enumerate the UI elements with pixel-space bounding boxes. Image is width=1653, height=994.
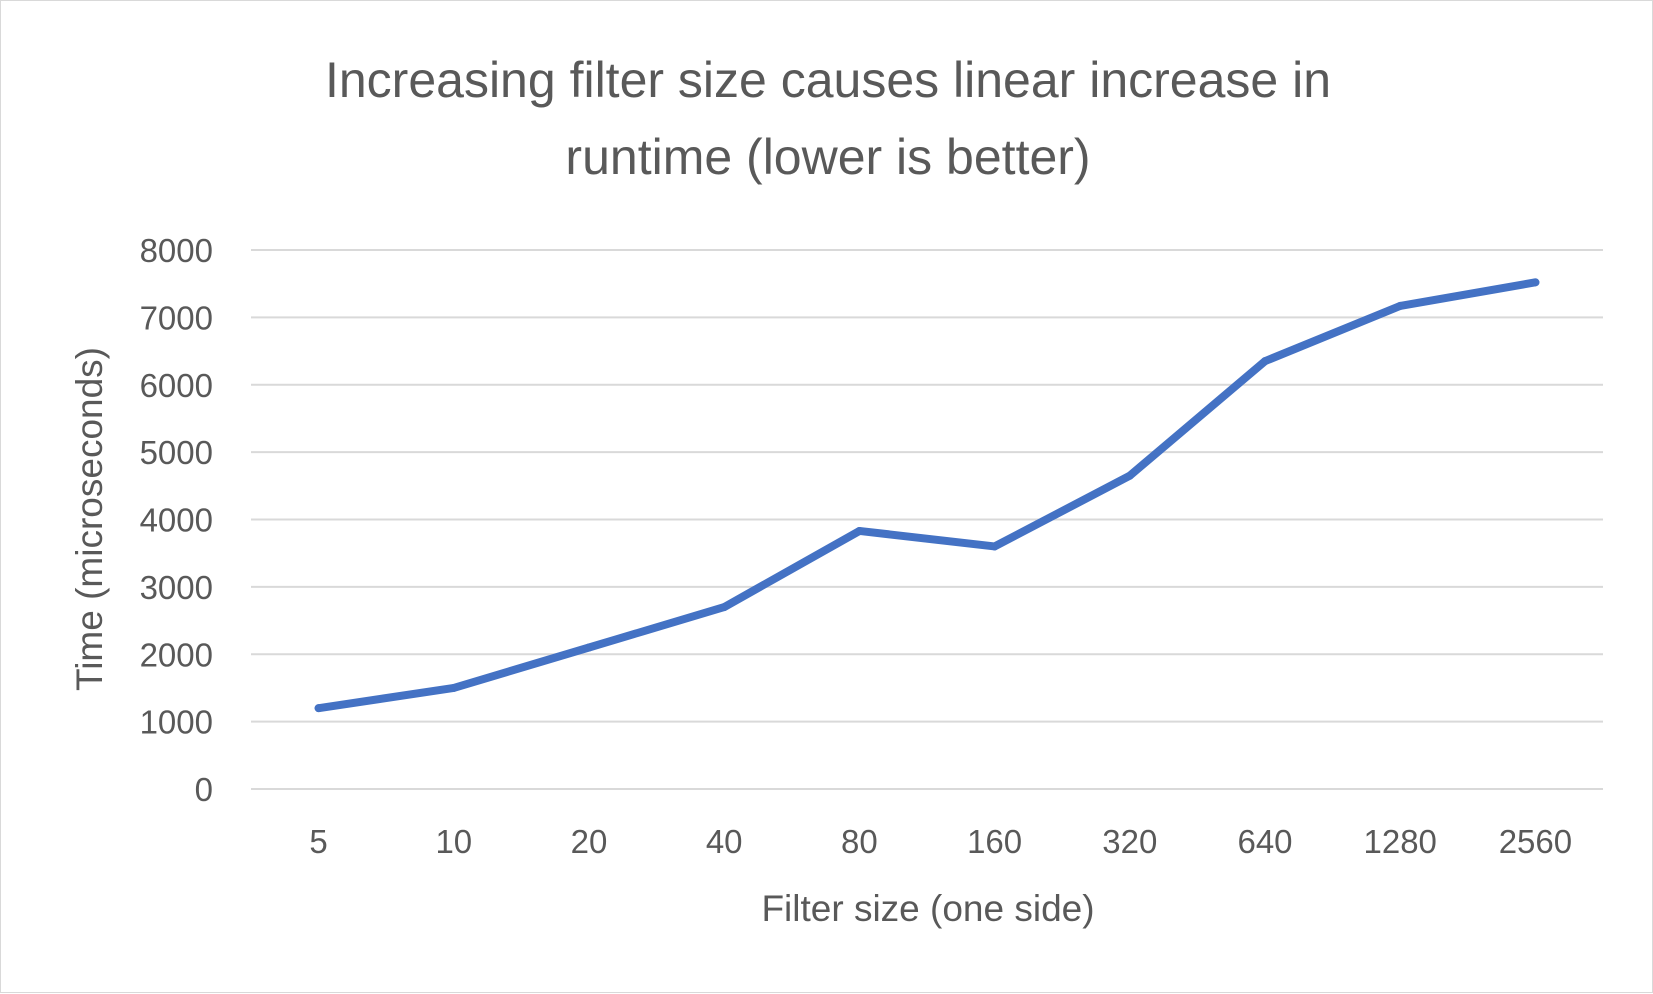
x-tick-label: 160 [967, 823, 1022, 860]
gridlines [251, 249, 1603, 790]
y-tick-label: 3000 [140, 569, 213, 606]
y-axis-tick-labels: 0 1000 2000 3000 4000 5000 6000 7000 8000 [140, 232, 213, 808]
y-tick-label: 5000 [140, 434, 213, 471]
chart-title-line-2: runtime (lower is better) [565, 129, 1090, 185]
data-point [449, 683, 458, 692]
series-lines [314, 278, 1540, 713]
x-tick-label: 1280 [1363, 823, 1436, 860]
y-tick-label: 8000 [140, 232, 213, 269]
data-point [1261, 357, 1269, 366]
data-point [990, 542, 999, 551]
data-point [855, 526, 864, 535]
series-line [314, 278, 1540, 713]
x-tick-label: 320 [1102, 823, 1157, 860]
x-tick-label: 640 [1237, 823, 1292, 860]
x-axis-title: Filter size (one side) [761, 888, 1094, 929]
x-axis-tick-labels: 5 10 20 40 80 160 320 640 1280 2560 [309, 823, 1572, 860]
y-axis-title: Time (microseconds) [69, 347, 110, 691]
x-tick-label: 10 [435, 823, 472, 860]
data-point [720, 603, 729, 612]
x-tick-label: 2560 [1499, 823, 1572, 860]
x-tick-label: 20 [571, 823, 608, 860]
data-point [314, 704, 323, 713]
data-point [1396, 301, 1405, 310]
x-tick-label: 40 [706, 823, 743, 860]
data-point [585, 643, 593, 652]
data-point [1531, 278, 1540, 287]
data-point [1125, 471, 1134, 480]
y-tick-label: 6000 [140, 367, 213, 404]
x-tick-label: 5 [309, 823, 327, 860]
y-tick-label: 1000 [140, 704, 213, 741]
x-tick-label: 80 [841, 823, 878, 860]
y-tick-label: 0 [195, 771, 213, 808]
y-tick-label: 4000 [140, 502, 213, 539]
y-tick-label: 7000 [140, 299, 213, 336]
chart-title-line-1: Increasing filter size causes linear inc… [325, 52, 1331, 108]
y-tick-label: 2000 [140, 636, 213, 673]
